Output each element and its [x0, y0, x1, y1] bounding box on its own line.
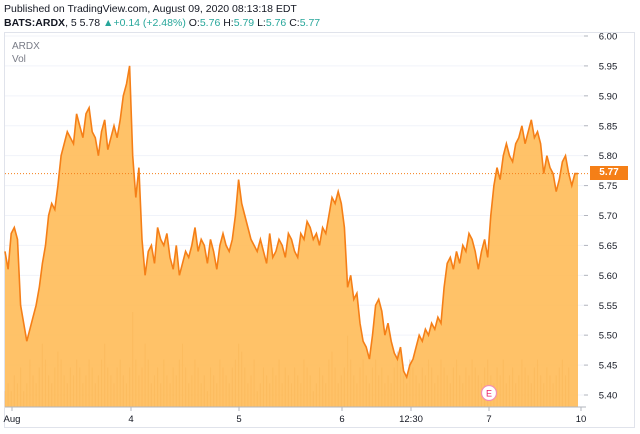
- legend-symbol: ARDX: [12, 41, 40, 52]
- chart-header: Published on TradingView.com, August 09,…: [0, 0, 640, 30]
- y-tick-label: 5.55: [599, 301, 618, 312]
- y-tick-label: 5.85: [599, 121, 618, 132]
- y-tick-label: 6.00: [599, 32, 618, 43]
- up-arrow-icon: ▲: [103, 17, 114, 29]
- last-price: 5.78: [79, 17, 101, 29]
- x-tick-label: 4: [128, 414, 133, 425]
- open-value: 5.76: [199, 17, 221, 29]
- x-tick-label: 5: [236, 414, 241, 425]
- earnings-marker: E: [480, 384, 498, 402]
- interval: 5: [70, 17, 77, 29]
- legend-volume: Vol: [12, 54, 26, 65]
- x-tick-label: Aug: [4, 414, 21, 425]
- price-area-fill: [5, 65, 578, 408]
- x-tick-label: 6: [339, 414, 344, 425]
- y-tick-label: 5.65: [599, 241, 618, 252]
- y-tick-label: 5.95: [599, 61, 618, 72]
- y-tick-label: 5.80: [599, 151, 618, 162]
- price-change: +0.14 (+2.48%): [113, 17, 186, 29]
- y-tick-label: 5.75: [599, 181, 618, 192]
- x-tick-label: 7: [486, 414, 491, 425]
- earnings-marker-label: E: [486, 389, 492, 399]
- close-label: C:: [289, 17, 300, 29]
- published-timestamp: Published on TradingView.com, August 09,…: [4, 3, 297, 15]
- y-tick-label: 5.50: [599, 331, 618, 342]
- symbol-name: BATS:ARDX: [4, 17, 66, 29]
- price-line: [4, 65, 578, 380]
- y-tick-label: 5.45: [599, 361, 618, 372]
- low-label: L:: [257, 17, 266, 29]
- last-price-tag: 5.77: [590, 166, 628, 180]
- y-tick-label: 5.40: [599, 391, 618, 402]
- x-axis: Aug 4 5 6 12:30 7 10: [4, 406, 587, 425]
- earnings-marker-circle[interactable]: [480, 384, 498, 402]
- y-tick-label: 5.60: [599, 271, 618, 282]
- x-tick-label: 12:30: [399, 414, 423, 425]
- close-value: 5.77: [299, 17, 321, 29]
- open-label: O:: [188, 17, 200, 29]
- high-value: 5.79: [233, 17, 255, 29]
- y-axis: 6.00 5.95 5.90 5.85 5.80 5.75 5.70 5.65 5.60 5.55…: [584, 32, 617, 402]
- high-label: H:: [223, 17, 234, 29]
- y-tick-label: 5.90: [599, 91, 618, 102]
- chart-frame: [4, 32, 635, 428]
- low-value: 5.76: [265, 17, 287, 29]
- x-tick-label: 10: [576, 414, 587, 425]
- quote-line: BATS:ARDX, 5 5.78 ▲+0.14 (+2.48%) O:5.76…: [4, 17, 321, 29]
- y-tick-label: 5.70: [599, 211, 618, 222]
